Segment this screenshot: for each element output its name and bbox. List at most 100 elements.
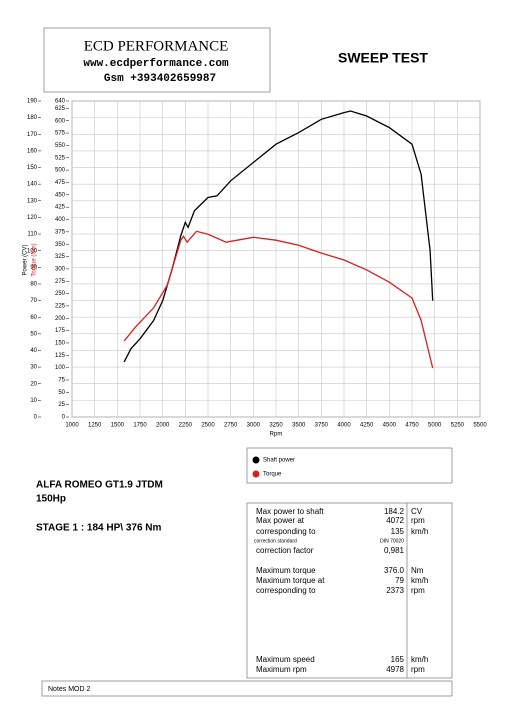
y-tick-label: 110 [27, 232, 37, 238]
x-tick-label: 3750 [315, 423, 329, 429]
y-tick-label: 0 [34, 415, 38, 421]
y2-tick-label: 125 [55, 353, 66, 359]
notes-box [41, 680, 453, 697]
heading: SWEEP TEST [338, 50, 428, 66]
y2-tick-label: 75 [58, 378, 65, 384]
y2-tick-label: 225 [55, 303, 66, 309]
legend-label: Torque [263, 472, 282, 478]
y2-tick-label: 425 [55, 205, 66, 211]
header-box [43, 27, 271, 93]
legend-label: Shaft power [263, 458, 295, 464]
y-tick-label: 60 [30, 315, 37, 321]
x-tick-label: 3000 [247, 423, 261, 429]
table-label: corresponding to [256, 586, 316, 595]
legend-box [246, 447, 453, 484]
x-tick-label: 4500 [383, 423, 397, 429]
y-tick-label: 90 [30, 265, 37, 271]
y-tick-label: 160 [27, 148, 38, 154]
table-box [246, 502, 453, 679]
header-title: ECD PERFORMANCE [84, 38, 229, 54]
table-label: Maximum torque at [256, 576, 325, 585]
y2-tick-label: 0 [62, 415, 66, 421]
y-tick-label: 140 [27, 182, 38, 188]
x-tick-label: 4750 [405, 423, 419, 429]
y2-tick-label: 275 [55, 279, 66, 285]
series-line [123, 110, 434, 363]
y2-tick-label: 450 [55, 192, 66, 198]
x-tick-label: 2000 [156, 423, 170, 429]
x-tick-label: 4000 [337, 423, 351, 429]
x-tick-label: 2250 [179, 423, 193, 429]
x-tick-label: 1750 [133, 423, 147, 429]
y2-tick-label: 600 [55, 118, 66, 124]
x-tick-label: 4250 [360, 423, 374, 429]
y-tick-label: 10 [30, 398, 37, 404]
y2-tick-label: 625 [55, 106, 66, 112]
y-tick-label: 50 [30, 331, 37, 337]
x-tick-label: 3250 [269, 423, 283, 429]
table-label: Max power to shaft [256, 507, 324, 516]
table-label: correction standard [254, 538, 297, 544]
legend-marker [252, 456, 260, 464]
table-label: Maximum rpm [256, 665, 307, 674]
y-tick-label: 170 [27, 132, 38, 138]
table-label: Maximum torque [256, 566, 316, 575]
y-tick-label: 20 [30, 381, 37, 387]
y-tick-label: 130 [27, 198, 38, 204]
vehicle-power: 150Hp [36, 494, 66, 505]
header-website: www.ecdperformance.com [83, 58, 229, 70]
table-unit: rpm [411, 665, 425, 674]
y2-tick-label: 150 [55, 341, 66, 347]
y-tick-label: 30 [30, 365, 37, 371]
y-tick-label: 100 [27, 248, 38, 254]
y-tick-label: 40 [30, 348, 37, 354]
table-value: 165 [391, 655, 405, 664]
table-value: 79 [395, 576, 404, 585]
y2-tick-label: 525 [55, 155, 66, 161]
table-label: Maximum speed [256, 655, 315, 664]
y2-tick-label: 325 [55, 254, 66, 260]
table-label: correction factor [256, 546, 314, 555]
y2-tick-label: 475 [55, 180, 66, 186]
y2-tick-label: 50 [58, 390, 65, 396]
table-label: Max power at [256, 516, 305, 525]
legend-marker [252, 470, 260, 478]
x-axis-title: Rpm [270, 432, 283, 438]
table-label: corresponding to [256, 527, 316, 536]
x-tick-label: 5500 [473, 423, 487, 429]
y-tick-label: 180 [27, 115, 38, 121]
table-unit: km/h [411, 527, 428, 536]
vehicle-model: ALFA ROMEO GT1.9 JTDM [36, 480, 163, 491]
notes: Notes MOD 2 [48, 686, 91, 693]
y-tick-label: 70 [30, 298, 37, 304]
table-unit: km/h [411, 576, 428, 585]
table-value: 0,981 [384, 546, 405, 555]
x-tick-label: 2500 [201, 423, 215, 429]
table-value: 4978 [386, 665, 404, 674]
table-unit: rpm [411, 586, 425, 595]
x-tick-label: 2750 [224, 423, 238, 429]
y2-tick-label: 25 [58, 402, 65, 408]
y2-tick-label: 250 [55, 291, 66, 297]
header-phone: Gsm +393402659987 [104, 73, 216, 85]
y2-tick-label: 500 [55, 168, 66, 174]
y2-tick-label: 200 [55, 316, 66, 322]
table-value: 135 [391, 527, 405, 536]
x-tick-label: 1250 [88, 423, 102, 429]
y2-tick-label: 575 [55, 131, 66, 137]
y2-tick-label: 400 [55, 217, 66, 223]
y-axis-title: Power (CV) [23, 244, 29, 275]
y2-tick-label: 175 [55, 328, 66, 334]
table-value: 4072 [386, 516, 404, 525]
y-tick-label: 150 [27, 165, 38, 171]
table-unit: km/h [411, 655, 428, 664]
y2-tick-label: 300 [55, 266, 66, 272]
table-value: DIN 70020 [380, 538, 404, 544]
x-tick-label: 1500 [111, 423, 125, 429]
table-value: 184.2 [384, 507, 405, 516]
y2-tick-label: 550 [55, 143, 66, 149]
y2-tick-label: 375 [55, 229, 66, 235]
y2-axis-title: Torque (Nm) [32, 243, 38, 276]
table-unit: Nm [411, 566, 424, 575]
